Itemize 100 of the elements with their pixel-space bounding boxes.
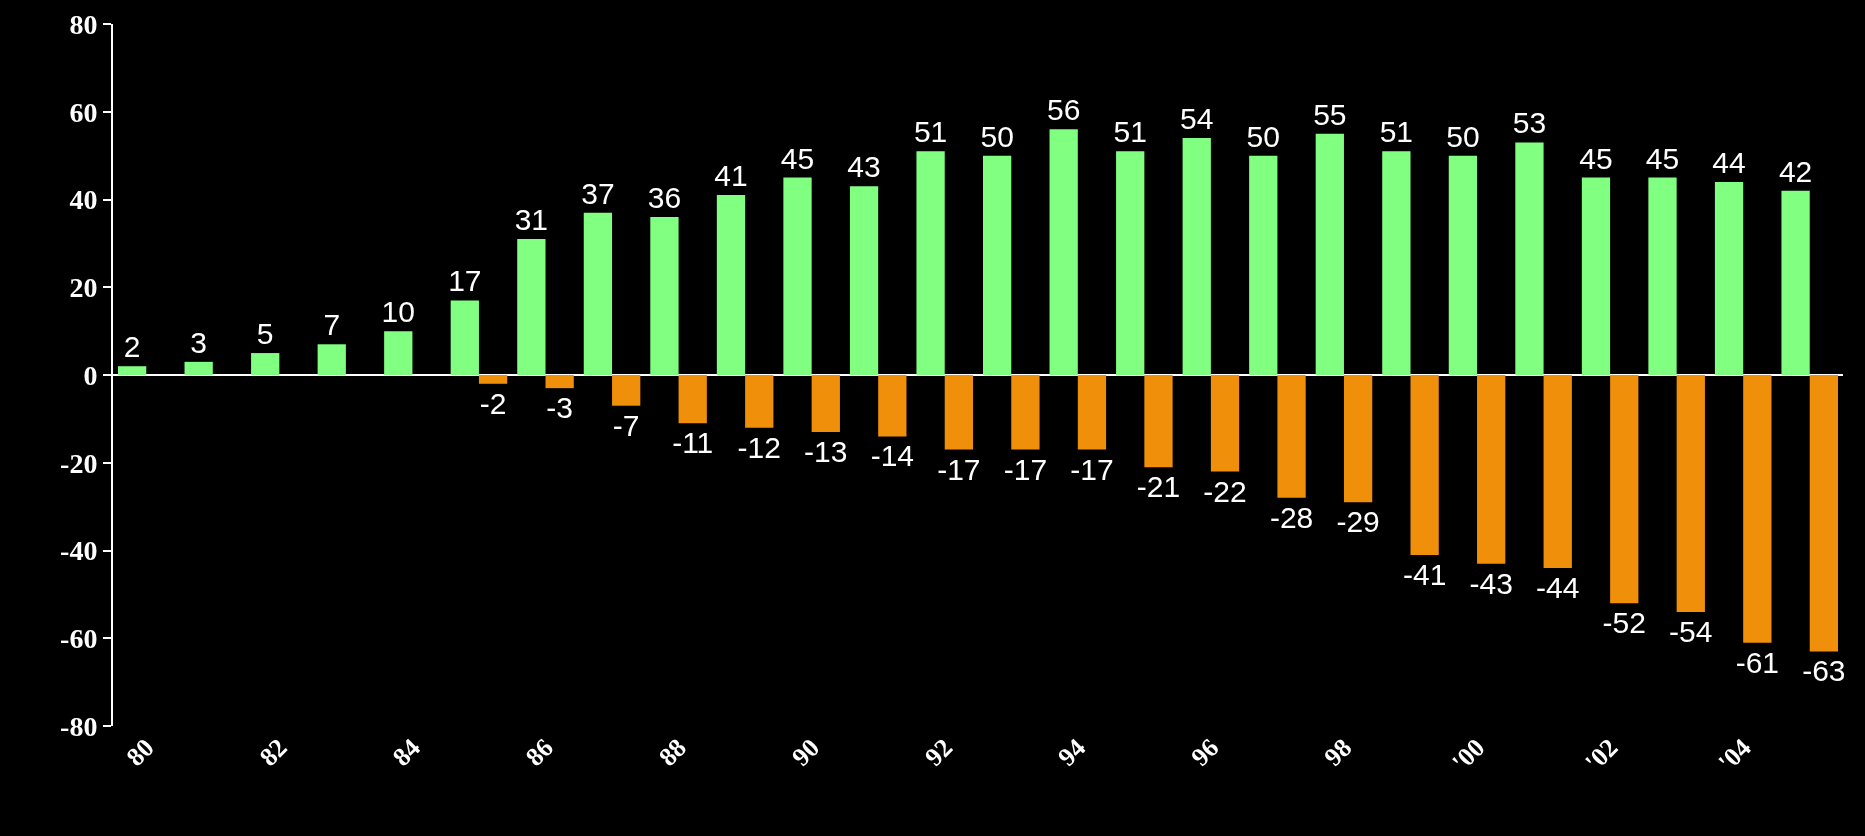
bar	[916, 151, 945, 375]
bar	[1781, 190, 1810, 375]
y-tick-label: 40	[69, 184, 98, 216]
x-tick-label: 90	[786, 732, 826, 772]
data-label: 5	[256, 317, 274, 351]
data-label: -44	[1536, 571, 1580, 605]
bar	[384, 331, 413, 375]
x-tick-label: 86	[520, 732, 559, 772]
x-tick-label: 82	[253, 732, 293, 772]
bar	[1410, 375, 1439, 555]
x-tick-label: 96	[1185, 732, 1225, 772]
data-label: 17	[448, 264, 482, 298]
data-label: 50	[1246, 119, 1280, 153]
bar	[1277, 375, 1306, 498]
data-label: 41	[714, 159, 748, 193]
bar	[545, 375, 574, 389]
data-label: -2	[479, 386, 507, 420]
bar	[1210, 375, 1240, 472]
data-label: 45	[780, 141, 815, 175]
y-tick-label: -40	[60, 535, 98, 567]
bar	[1676, 375, 1705, 612]
data-label: 55	[1313, 97, 1347, 131]
bar	[1144, 375, 1173, 468]
data-label: 45	[1645, 141, 1680, 175]
data-label: -61	[1735, 645, 1780, 679]
data-label: -17	[937, 452, 981, 486]
data-label: 42	[1778, 154, 1813, 188]
bar	[878, 375, 907, 437]
data-label: -11	[672, 426, 714, 460]
bar	[517, 238, 546, 375]
bar	[1515, 142, 1544, 375]
bar	[583, 212, 613, 375]
data-label: -17	[1070, 452, 1114, 486]
y-tick-label: -20	[60, 447, 98, 479]
y-tick-label: -80	[60, 710, 98, 742]
bar	[251, 353, 280, 375]
data-label: 56	[1046, 93, 1081, 127]
x-tick-label: '02	[1579, 732, 1624, 777]
data-label: -12	[737, 430, 781, 464]
bar	[1182, 138, 1211, 375]
data-label: -21	[1136, 470, 1181, 504]
bar	[849, 186, 879, 375]
bar	[1382, 151, 1411, 375]
bar	[1809, 375, 1839, 652]
bar	[1543, 375, 1572, 569]
bar	[1116, 151, 1145, 375]
data-label: 31	[514, 202, 549, 236]
y-tick-label: 0	[83, 359, 98, 391]
data-label: 51	[1113, 115, 1147, 149]
bar	[650, 217, 679, 375]
data-label: 51	[1379, 115, 1414, 149]
data-label: 43	[847, 150, 881, 184]
data-label: -3	[546, 391, 573, 425]
x-tick-label: 88	[653, 732, 693, 772]
data-label: 3	[190, 325, 208, 359]
x-tick-label: '04	[1712, 732, 1757, 777]
data-label: 50	[1446, 119, 1480, 153]
data-label: -43	[1469, 566, 1513, 600]
bar	[1049, 129, 1078, 375]
bar	[1448, 155, 1478, 375]
bar	[1011, 375, 1040, 450]
data-label: 50	[980, 119, 1014, 153]
bar	[184, 361, 213, 375]
bar	[117, 366, 147, 375]
bar	[317, 344, 346, 375]
data-label: -13	[804, 435, 848, 469]
data-label: -54	[1669, 614, 1713, 648]
bar	[612, 375, 641, 406]
data-label: -29	[1336, 505, 1380, 539]
bar	[745, 375, 774, 428]
bar	[1743, 375, 1772, 643]
bar	[982, 155, 1012, 375]
bar	[1249, 155, 1278, 375]
bar	[678, 375, 707, 424]
y-tick-label: 20	[69, 272, 98, 304]
data-label: -41	[1402, 557, 1447, 591]
bar	[1315, 133, 1344, 375]
data-label: 54	[1180, 102, 1214, 136]
x-tick-label: '00	[1446, 732, 1491, 777]
data-label: 7	[323, 308, 341, 342]
x-tick-label: 98	[1318, 732, 1358, 772]
data-label: -14	[870, 439, 915, 473]
bar	[716, 195, 746, 375]
data-label: 36	[647, 181, 682, 215]
bar	[1343, 375, 1373, 503]
bar	[1714, 181, 1744, 375]
data-label: 51	[913, 115, 948, 149]
bar	[1648, 177, 1677, 375]
data-label: -22	[1203, 474, 1247, 508]
y-tick-label: 80	[69, 8, 98, 40]
data-label: -52	[1602, 606, 1646, 640]
data-label: -17	[1003, 452, 1048, 486]
data-label: 37	[581, 176, 615, 210]
data-label: 2	[123, 330, 141, 364]
data-label: 44	[1712, 145, 1746, 179]
data-label: 10	[381, 295, 415, 329]
x-tick-label: 84	[386, 732, 426, 772]
bar	[450, 300, 479, 375]
bar	[1581, 177, 1611, 375]
bar	[783, 177, 812, 375]
